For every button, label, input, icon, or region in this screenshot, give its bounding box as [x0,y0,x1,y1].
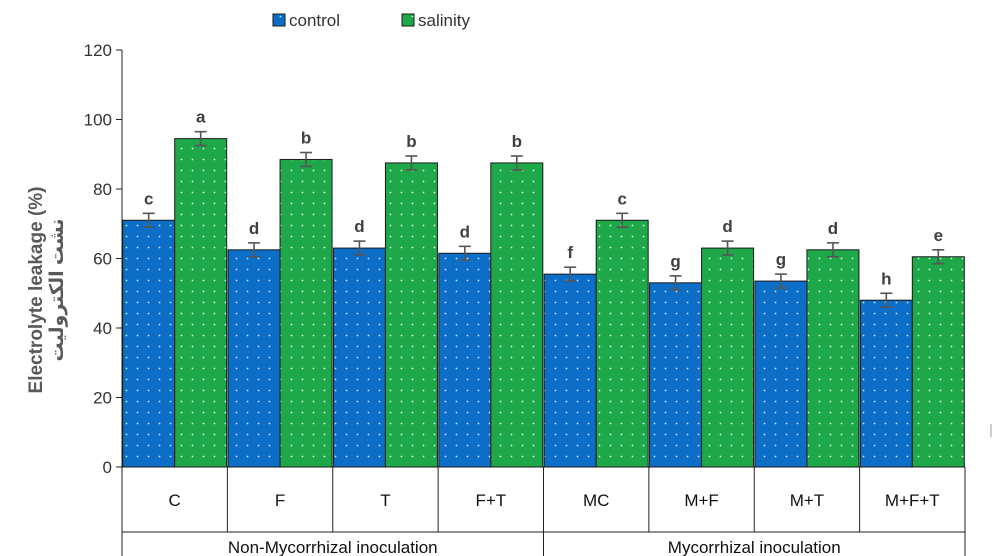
group-label: Mycorrhizal inoculation [668,538,841,556]
significance-letter: d [460,222,470,241]
significance-letter: h [881,269,891,288]
significance-letter: f [567,243,573,262]
category-label: C [169,491,181,510]
significance-letter: e [934,226,943,245]
bar-salinity [806,249,860,468]
legend-label-control: control [289,11,340,30]
y-tick-label: 120 [84,41,112,60]
bar-salinity [595,219,649,468]
significance-letter: b [301,129,311,148]
bars: c d d d f g g h a b b b c d d e [122,108,965,468]
significance-letter: b [406,132,416,151]
significance-letter: c [617,189,626,208]
y-tick-label: 100 [84,111,112,130]
significance-letter: d [354,217,364,236]
legend-swatch-salinity [401,13,415,27]
legend-swatch-control [272,13,286,27]
bar-salinity [279,158,333,468]
category-label: M+T [790,491,824,510]
significance-letter: a [196,108,206,127]
y-tick-label: 20 [93,389,112,408]
category-labels: Non-Mycorrhizal inoculation Mycorrhizal i… [169,491,940,556]
bar-control [754,280,808,468]
category-label: T [380,491,390,510]
y-tick-label: 60 [93,250,112,269]
y-axis-title-secondary: نشت الکترولیت [47,219,68,362]
bar-control [649,282,703,468]
legend: control salinity [272,11,470,30]
significance-letter: d [722,217,732,236]
y-tick-label: 0 [103,458,112,477]
category-label: MC [583,491,609,510]
significance-letter: d [828,219,838,238]
group-label: Non-Mycorrhizal inoculation [228,538,438,556]
bar-control [438,252,492,468]
y-tick-label: 40 [93,319,112,338]
y-axis-title: Electrolyte leakage (%) [26,187,47,394]
significance-letter: d [249,219,259,238]
y-tick-label: 80 [93,180,112,199]
category-label: M+F [684,491,718,510]
bar-control [859,299,913,468]
category-label: F+T [475,491,506,510]
legend-label-salinity: salinity [418,11,470,30]
bar-salinity [701,247,755,468]
bar-control [227,249,281,468]
significance-letter: c [144,189,153,208]
significance-letter: g [776,250,786,269]
significance-letter: b [512,132,522,151]
bar-salinity [911,256,965,468]
bar-control [332,247,386,468]
significance-letter: g [670,252,680,271]
bar-control [543,273,597,468]
bar-salinity [174,138,228,468]
category-label: F [275,491,285,510]
bar-salinity [490,162,544,468]
bar-salinity [384,162,438,468]
category-label: M+F+T [885,491,940,510]
bar-control [122,219,176,468]
